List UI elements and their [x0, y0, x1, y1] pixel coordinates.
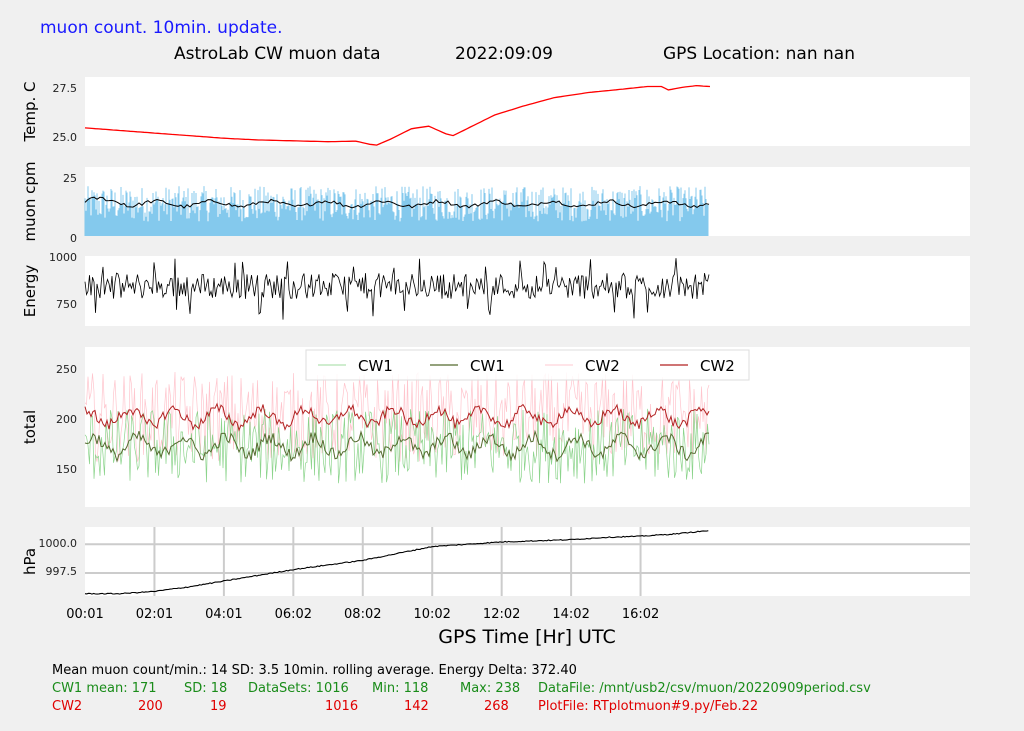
muon-bars-group — [84, 186, 709, 236]
energy-line — [84, 258, 710, 320]
cw1-raw-line — [84, 408, 710, 484]
chart-date: 2022:09:09 — [455, 44, 553, 64]
legend-label: CW2 — [700, 357, 735, 375]
ytick-label: 0 — [70, 232, 77, 245]
ylabel: hPa — [21, 548, 39, 575]
cw2-stats-line: CW2 200 19 1016 142 268 PlotFile: RTplot… — [52, 698, 758, 716]
temperature-line — [84, 84, 711, 146]
panel-3-background — [85, 256, 970, 326]
cw1-stats-line: CW1 mean: 171 SD: 18 DataSets: 1016 Min:… — [52, 680, 871, 698]
chart-top-label: muon count. 10min. update. — [40, 18, 283, 38]
legend-label: CW1 — [358, 357, 393, 375]
xtick-label: 00:01 — [66, 607, 103, 622]
cw2-raw-line — [84, 371, 710, 462]
ylabel: total — [21, 410, 39, 444]
xtick-label: 08:02 — [344, 607, 381, 622]
ytick-label: 25 — [63, 172, 77, 185]
panel-5-background — [85, 527, 970, 596]
ylabel: Energy — [21, 265, 39, 318]
xtick-label: 16:02 — [622, 607, 659, 622]
cw2-max: 268 — [484, 699, 509, 714]
cw2-datasets: 1016 — [325, 699, 359, 714]
xlabel: GPS Time [Hr] UTC — [438, 626, 615, 648]
pressure-grid — [85, 527, 970, 596]
muon-rolling-average-line — [84, 196, 710, 209]
cw1-datasets: DataSets: 1016 — [248, 681, 349, 696]
ytick-label: 150 — [56, 463, 77, 476]
ylabel: Temp. C — [21, 82, 39, 143]
plot-file: PlotFile: RTplotmuon#9.py/Feb.22 — [538, 699, 759, 714]
cw1-max: Max: 238 — [460, 681, 521, 696]
ytick-label: 1000 — [49, 251, 77, 264]
xtick-label: 04:01 — [205, 607, 242, 622]
cw2-label: CW2 — [52, 699, 83, 714]
ytick-label: 1000.0 — [39, 537, 78, 550]
pressure-line — [84, 530, 709, 595]
xtick-label: 06:02 — [275, 607, 312, 622]
ytick-label: 750 — [56, 298, 77, 311]
gps-location: GPS Location: nan nan — [663, 44, 855, 64]
xtick-label: 02:01 — [136, 607, 173, 622]
cw2-sd: 19 — [210, 699, 227, 714]
cw2-mean: 200 — [138, 699, 163, 714]
legend-label: CW1 — [470, 357, 505, 375]
cw1-min: Min: 118 — [372, 681, 429, 696]
cw2-min: 142 — [404, 699, 429, 714]
data-file: DataFile: /mnt/usb2/csv/muon/20220909per… — [538, 681, 871, 696]
legend-label: CW2 — [585, 357, 620, 375]
cw1-sd: SD: 18 — [184, 681, 228, 696]
xtick-label: 10:02 — [413, 607, 450, 622]
ytick-label: 250 — [56, 363, 77, 376]
ylabel: muon cpm — [21, 162, 39, 242]
ytick-label: 200 — [56, 413, 77, 426]
panel-1-background — [85, 77, 970, 146]
chart-title: AstroLab CW muon data — [174, 44, 381, 64]
cw1-mean: CW1 mean: 171 — [52, 681, 157, 696]
ytick-label: 27.5 — [53, 82, 78, 95]
muon-stats-line: Mean muon count/min.: 14 SD: 3.5 10min. … — [52, 663, 577, 678]
xtick-label: 14:02 — [552, 607, 589, 622]
ytick-label: 25.0 — [53, 131, 78, 144]
ytick-label: 997.5 — [46, 565, 78, 578]
cw2-average-line — [84, 402, 710, 432]
xtick-label: 12:02 — [483, 607, 520, 622]
legend: CW1 CW1 CW2 CW2 — [305, 349, 750, 381]
cw1-average-line — [84, 429, 710, 463]
statistics-footer: Mean muon count/min.: 14 SD: 3.5 10min. … — [52, 662, 871, 716]
